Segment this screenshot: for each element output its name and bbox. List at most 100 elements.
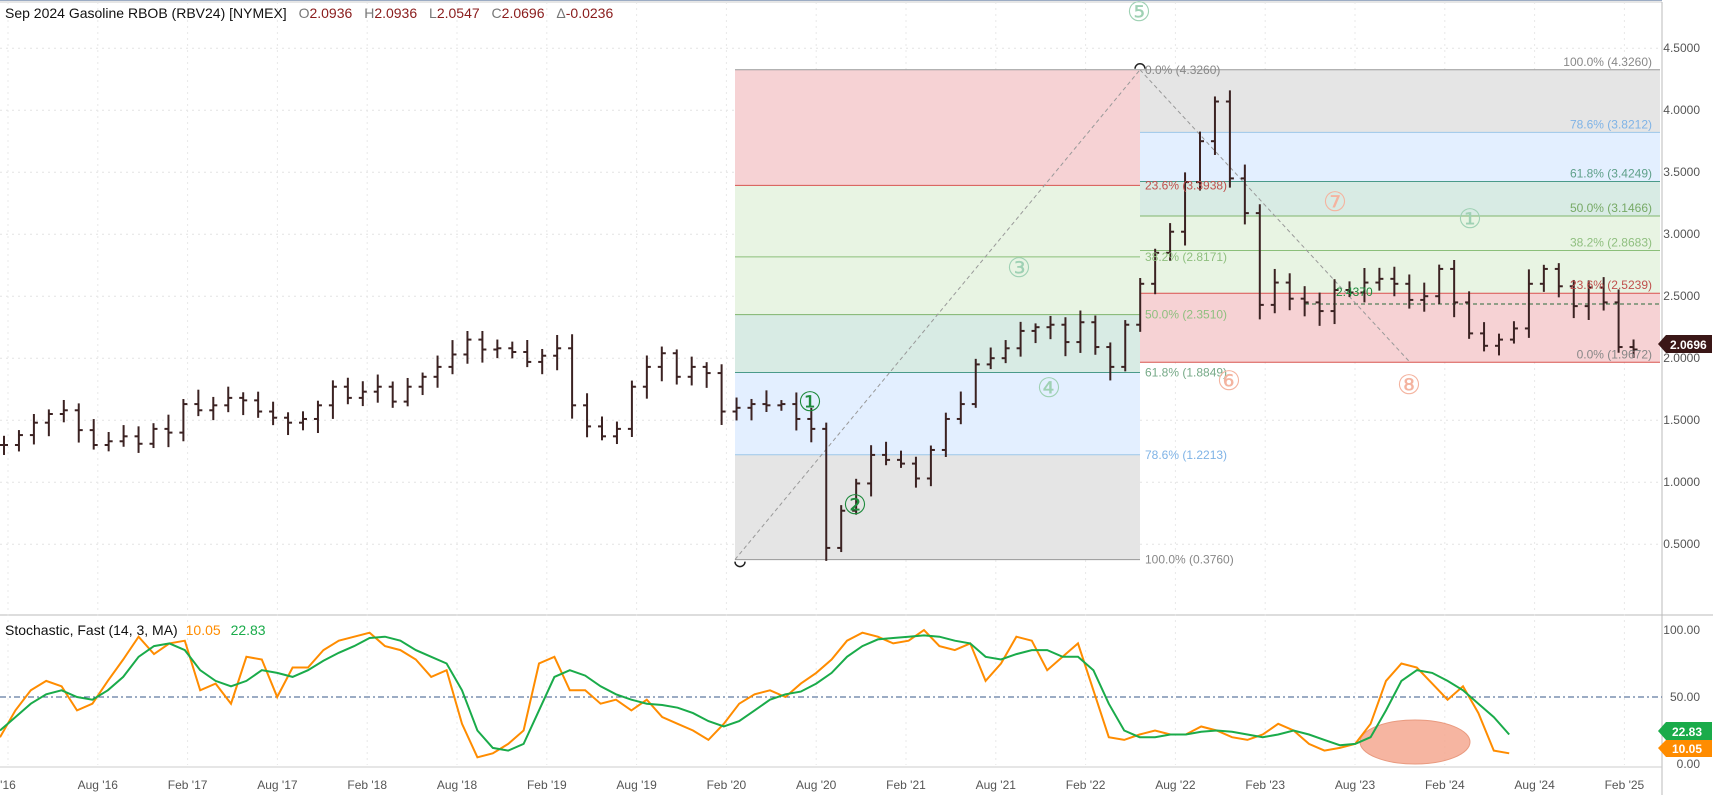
x-tick-label: Aug '22 [1155,778,1196,792]
change-value: -0.0236 [566,5,614,21]
stochastic-d-value: 22.83 [231,622,266,638]
wave-label-3: ③ [1007,253,1031,283]
x-tick-label: Feb '18 [347,778,387,792]
ohlc-bar [299,411,307,431]
ohlc-bar [1001,340,1010,364]
ohlc-bar [822,422,831,561]
wave-label-6: ⑥ [1217,366,1241,396]
fib-level-labels: 0.0% (4.3260) 23.6% (3.3938) 38.2% (2.8171… [1145,55,1652,567]
ohlc-bar [568,334,577,419]
axes: 4.5000 4.0000 3.5000 3.0000 2.5000 2.0000 1.50… [0,41,1700,792]
ohlc-bar [478,330,487,363]
ohlc-bar [1136,278,1145,332]
ohlc-bar [44,409,53,437]
ohlc-bar [104,431,113,452]
ohlc-bar [388,381,397,408]
ohlc-bar [1375,267,1384,291]
fib-label-left: 61.8% (1.8849) [1145,365,1227,379]
open-key: O [299,5,310,21]
fib-label-left: 100.0% (0.3760) [1145,553,1234,567]
chart-header: Sep 2024 Gasoline RBOB (RBV24) [NYMEX] O… [5,5,613,21]
y-tick-label: 4.5000 [1663,41,1700,55]
fib-label-right: 61.8% (3.4249) [1570,167,1652,181]
ohlc-bar [897,450,905,468]
ohlc-bar [672,349,681,385]
ohlc-bar [911,456,920,488]
ohlc-bar [1554,263,1563,298]
ohlc-bar [1390,266,1399,297]
ohlc-bar [403,377,412,407]
x-tick-label: Aug '17 [257,778,298,792]
fib-label-right: 100.0% (4.3260) [1563,55,1652,69]
wave-label-4: ④ [1037,373,1061,403]
ohlc-bar [1509,321,1518,344]
ohlc-bar [14,430,23,452]
ohlc-bar [493,339,502,359]
fib-zone-right [1140,132,1660,182]
ohlc-bar [328,380,337,419]
ohlc-bar [926,445,935,487]
x-tick-label: Feb '17 [168,778,208,792]
x-tick-label: Feb '25 [1605,778,1645,792]
ohlc-bar [433,355,442,388]
ohlc-bar [1166,223,1175,261]
fib-label-left: 0.0% (4.3260) [1145,63,1220,77]
ohlc-bar [792,392,801,431]
ohlc-bar [1315,292,1324,326]
y-tick-label: 2.0000 [1663,351,1700,365]
y-tick-label: 3.5000 [1663,165,1700,179]
stochastic-title: Stochastic, Fast (14, 3, MA) [5,622,178,638]
x-tick-label: '16 [0,778,16,792]
elliott-wave-labels: ① ② ③ ④ ⑤ ⑥ ⑦ ⑧ ① [798,0,1482,520]
wave-label-8: ⑧ [1397,370,1421,400]
ohlc-bar [732,397,741,421]
ohlc-bar [1480,322,1489,352]
high-key: H [364,5,374,21]
ohlc-bars [0,90,1638,561]
ohlc-bar [1151,248,1160,295]
x-tick-label: Aug '18 [437,778,478,792]
fib-label-right: 23.6% (2.5239) [1570,278,1652,292]
stochastic-panel[interactable]: 100.00 50.00 0.00 [0,0,1700,771]
ohlc-bar [1031,323,1040,344]
ohlc-bar [269,401,278,426]
change-key: Δ [556,5,565,21]
ohlc-bar [1300,286,1309,317]
ohlc-bar [1599,277,1608,311]
ohlc-bar [523,339,532,368]
trend-lines[interactable] [734,63,1411,568]
ohlc-bar [1569,279,1578,319]
ohlc-bar [448,340,457,375]
ohlc-bar [627,380,636,437]
x-tick-label: Feb '19 [527,778,567,792]
close-value: 2.0696 [502,5,545,21]
ohlc-bar [1061,317,1070,357]
low-value: 2.0547 [437,5,480,21]
x-tick-label: Aug '16 [78,778,119,792]
ohlc-bar [1270,268,1279,314]
open-value: 2.0936 [309,5,352,21]
x-tick-label: Aug '23 [1335,778,1376,792]
close-key: C [492,5,502,21]
swing-low-marker [734,561,746,568]
high-value: 2.0936 [374,5,417,21]
ohlc-bar [1196,131,1204,191]
ohlc-bar [1450,259,1459,318]
ohlc-bar [762,390,771,412]
ohlc-bar [463,330,472,364]
x-tick-label: Feb '20 [707,778,747,792]
ohlc-bar [29,414,38,445]
price-badge-text: 2.0696 [1670,338,1707,352]
x-tick-label: Feb '24 [1425,778,1465,792]
ohlc-bar [1584,280,1593,320]
fib-zone-right [1140,216,1660,251]
fib-zone-right [1140,181,1660,217]
ohlc-bar [867,445,876,497]
ohlc-bar [194,389,203,417]
stoch-k-badge: 10.05 [1658,740,1712,757]
ohlc-bar [358,381,367,407]
stoch-slow-d-line [0,634,1510,752]
wave-label-5: ⑤ [1127,0,1151,27]
wave-label-1: ① [798,387,822,417]
